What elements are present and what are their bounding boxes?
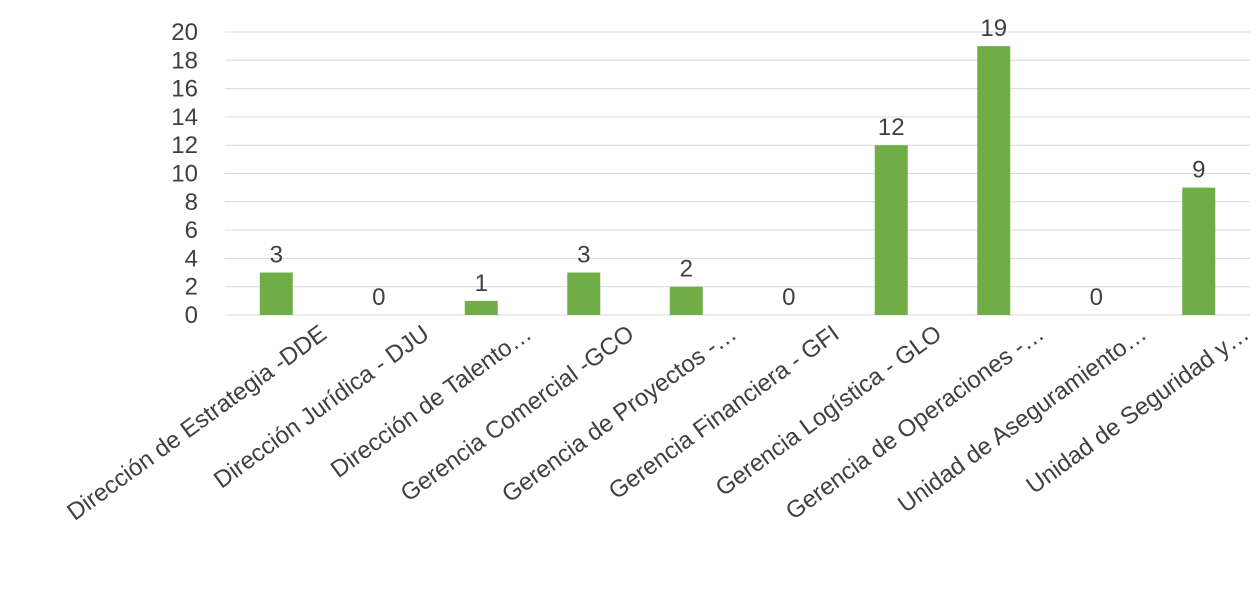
- data-label: 0: [1090, 284, 1103, 311]
- y-tick-label: 14: [171, 104, 198, 131]
- data-label: 2: [680, 256, 693, 283]
- y-tick-label: 0: [185, 302, 198, 329]
- data-label: 9: [1192, 157, 1205, 184]
- bar: [464, 300, 498, 315]
- bar: [874, 145, 908, 315]
- data-label: 0: [372, 284, 385, 311]
- data-label: 12: [878, 114, 905, 141]
- data-label: 0: [782, 284, 795, 311]
- bar: [567, 272, 601, 315]
- bar: [259, 272, 293, 315]
- y-tick-label: 8: [185, 189, 198, 216]
- y-tick-label: 4: [185, 245, 198, 272]
- data-label: 1: [475, 270, 488, 297]
- bars: [259, 46, 1216, 316]
- bar: [977, 46, 1011, 316]
- y-tick-label: 12: [171, 132, 198, 159]
- y-tick-label: 18: [171, 47, 198, 74]
- y-tick-label: 2: [185, 274, 198, 301]
- data-label: 3: [577, 242, 590, 269]
- bar: [669, 286, 703, 315]
- y-tick-label: 6: [185, 217, 198, 244]
- bar: [1182, 187, 1216, 315]
- gridlines: [225, 31, 1250, 316]
- data-label: 3: [270, 242, 283, 269]
- data-label: 19: [980, 15, 1007, 42]
- data-labels: 3 0 1 3 2 0 12 19 0 9: [270, 15, 1206, 311]
- y-tick-label: 16: [171, 76, 198, 103]
- y-tick-label: 20: [171, 19, 198, 46]
- y-tick-label: 10: [171, 161, 198, 188]
